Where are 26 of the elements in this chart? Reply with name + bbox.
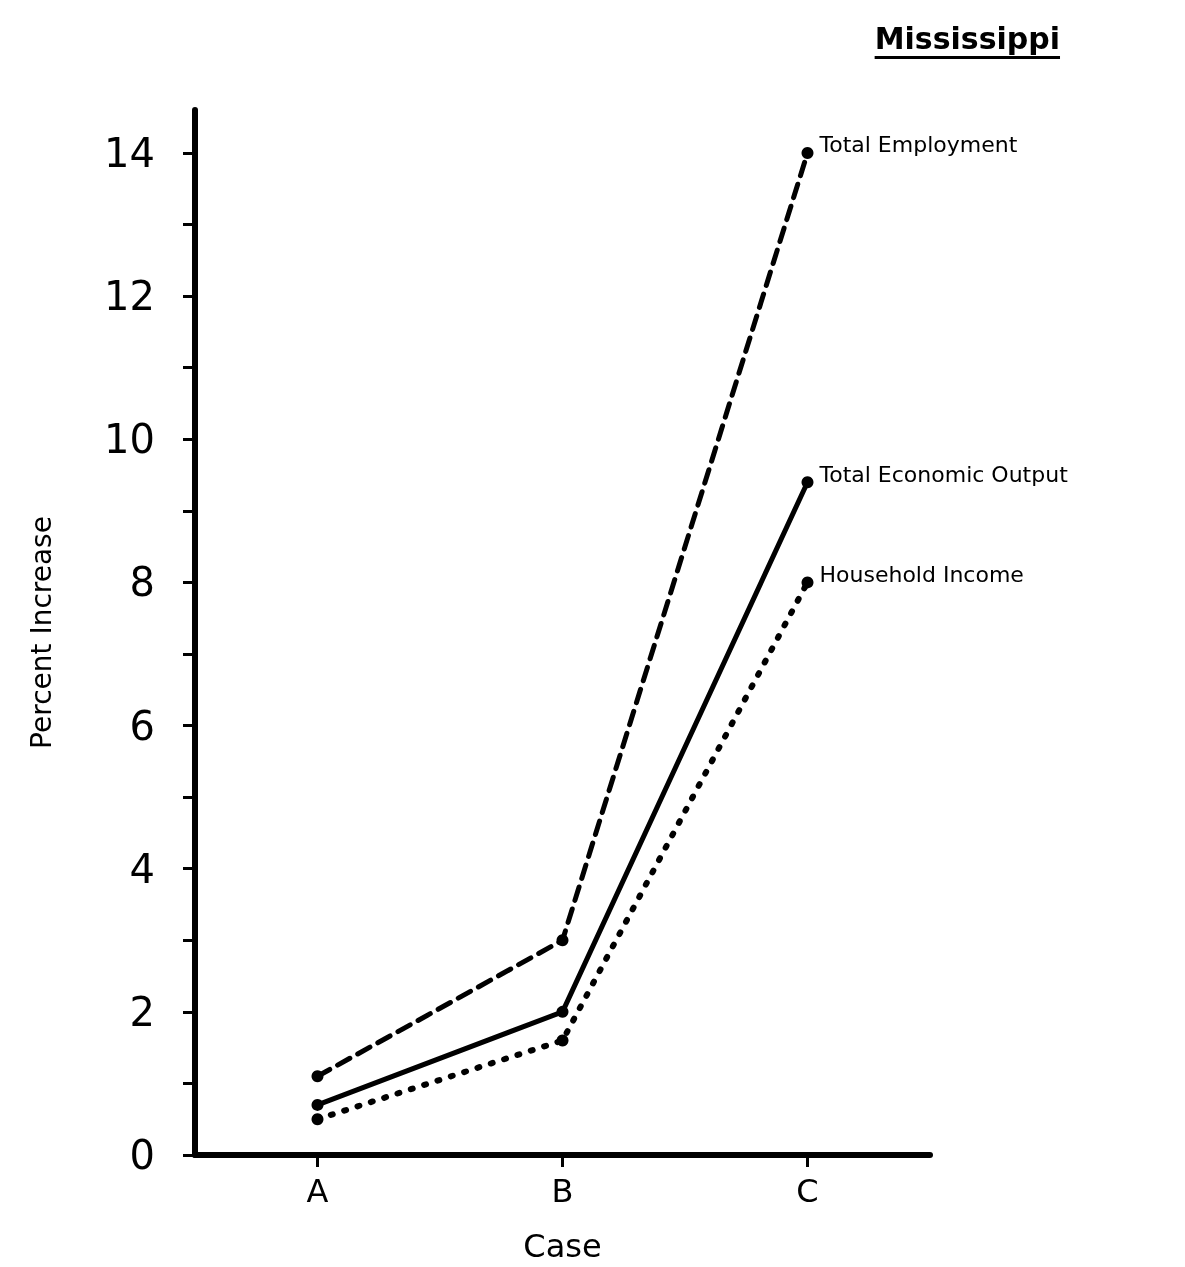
series-label: Household Income: [819, 561, 1024, 587]
x-axis-title: Case: [523, 1227, 602, 1265]
point: [311, 1113, 324, 1126]
point: [801, 576, 814, 589]
y-tick-label: 14: [104, 129, 155, 176]
series-label: Total Employment: [818, 132, 1018, 158]
chart-title: Mississippi: [874, 20, 1061, 56]
point: [556, 934, 569, 947]
series-label: Total Economic Output: [818, 461, 1069, 487]
x-tick-label: A: [306, 1172, 329, 1210]
y-axis-title: Percent Increase: [24, 516, 58, 749]
point: [801, 146, 814, 159]
point: [311, 1098, 324, 1111]
point: [801, 476, 814, 489]
point: [556, 1005, 569, 1018]
y-tick-label: 4: [129, 845, 155, 892]
y-tick-label: 6: [129, 702, 155, 749]
y-tick-label: 0: [129, 1132, 155, 1178]
y-tick-label: 8: [129, 559, 155, 606]
y-tick-label: 2: [129, 988, 155, 1035]
y-tick-label: 10: [104, 416, 155, 463]
y-tick-label: 12: [104, 273, 155, 320]
point: [556, 1034, 569, 1047]
x-tick-label: C: [796, 1172, 819, 1210]
point: [311, 1070, 324, 1083]
x-tick-label: B: [551, 1172, 574, 1210]
